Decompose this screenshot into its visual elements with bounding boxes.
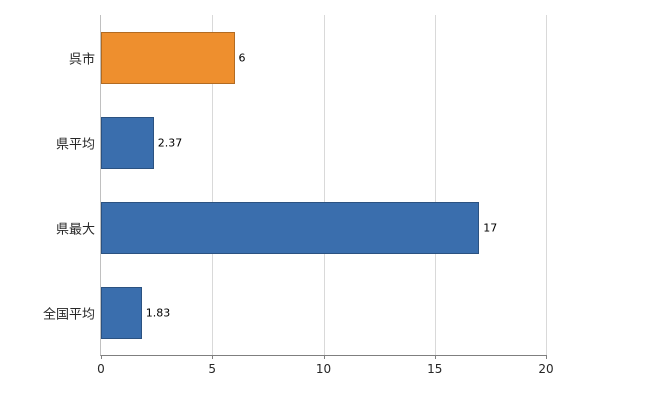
x-axis-tick-label: 0 (97, 362, 105, 376)
gridline (323, 15, 325, 355)
category-label-呉市: 呉市 (68, 52, 95, 67)
x-axis-tick (323, 355, 325, 359)
category-label-県平均: 県平均 (55, 137, 95, 152)
bar-value-label: 1.83 (145, 306, 171, 319)
bar-row: 6 (101, 31, 546, 84)
x-axis-tick (434, 355, 436, 359)
bar-全国平均 (101, 286, 142, 339)
gridline (212, 15, 214, 355)
bar-value-label: 2.37 (157, 136, 183, 149)
bar-value-label: 6 (238, 51, 246, 64)
category-label-県最大: 県最大 (55, 222, 95, 237)
bar-県平均 (101, 116, 154, 169)
category-label-全国平均: 全国平均 (42, 307, 95, 322)
bar-row: 17 (101, 201, 546, 254)
bar-呉市 (101, 31, 235, 84)
x-axis-tick (546, 355, 547, 359)
x-axis-tick (212, 355, 214, 359)
x-axis-tick-label: 10 (315, 362, 332, 376)
gridline (546, 15, 547, 355)
bar-value-label: 17 (483, 221, 498, 234)
bar-row: 1.83 (101, 286, 546, 339)
x-axis-tick-label: 20 (538, 362, 554, 376)
x-axis-tick-label: 15 (427, 362, 443, 376)
x-axis-tick-label: 5 (208, 362, 217, 376)
gridline (434, 15, 436, 355)
plot-area: 0 5 10 15 20 6 呉市 2.37 県平均 17 県最大 1.83 全国平均 (43, 15, 554, 376)
bar-row: 2.37 (101, 116, 546, 169)
bar-県最大 (101, 201, 480, 254)
x-axis-tick (101, 355, 102, 359)
